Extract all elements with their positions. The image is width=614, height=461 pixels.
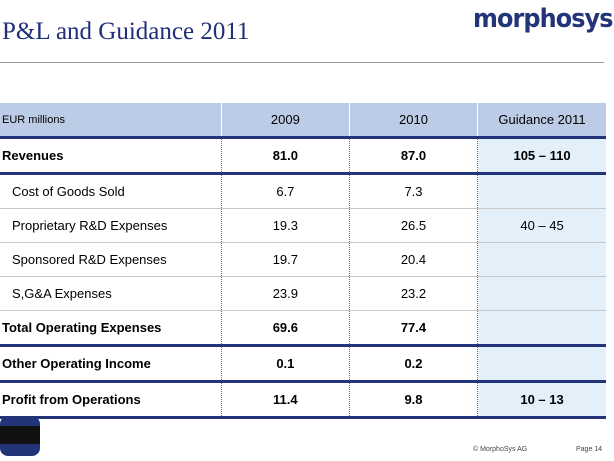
value-2010: 23.2 (348, 276, 478, 311)
pl-table: EUR millions 2009 2010 Guidance 2011 Rev… (0, 103, 606, 419)
header-guidance: Guidance 2011 (477, 103, 606, 139)
value-guidance (477, 345, 606, 382)
value-2010: 9.8 (348, 381, 478, 418)
table-row: Cost of Goods Sold 6.7 7.3 (0, 173, 606, 209)
value-guidance (477, 276, 606, 311)
value-2010: 77.4 (348, 310, 478, 346)
row-label: Other Operating Income (2, 356, 151, 371)
redaction-bar (0, 426, 40, 444)
morphosys-logo: morphosys (473, 4, 613, 34)
value-2009: 81.0 (220, 137, 350, 174)
table-row: Profit from Operations 11.4 9.8 10 – 13 (0, 381, 606, 418)
copyright: © MorphoSys AG (473, 446, 528, 453)
table-row: S,G&A Expenses 23.9 23.2 (0, 276, 606, 311)
value-guidance: 40 – 45 (477, 208, 606, 243)
value-2009: 0.1 (220, 345, 350, 382)
page-number: Page 14 (576, 446, 603, 453)
value-guidance (477, 173, 606, 209)
value-2010: 87.0 (348, 137, 478, 174)
table-row: Proprietary R&D Expenses 19.3 26.5 40 – 45 (0, 208, 606, 243)
value-guidance (477, 310, 606, 346)
header-unit: EUR millions (0, 103, 222, 139)
row-label: Profit from Operations (2, 392, 141, 407)
value-2010: 7.3 (348, 173, 478, 209)
value-guidance: 105 – 110 (477, 137, 606, 174)
table-header: EUR millions 2009 2010 Guidance 2011 (0, 103, 606, 139)
value-2009: 6.7 (220, 173, 350, 209)
row-label: Sponsored R&D Expenses (12, 252, 167, 267)
value-guidance (477, 242, 606, 277)
row-label: Proprietary R&D Expenses (12, 218, 168, 233)
value-2010: 0.2 (348, 345, 478, 382)
table-row: Other Operating Income 0.1 0.2 (0, 345, 606, 382)
header-2010: 2010 (348, 103, 478, 139)
value-2009: 19.7 (220, 242, 350, 277)
table-row: Sponsored R&D Expenses 19.7 20.4 (0, 242, 606, 277)
value-2009: 11.4 (220, 381, 350, 418)
row-label: S,G&A Expenses (12, 286, 112, 301)
table-row: Revenues 81.0 87.0 105 – 110 (0, 137, 606, 174)
header-2009: 2009 (220, 103, 350, 139)
value-2009: 23.9 (220, 276, 350, 311)
page-title: P&L and Guidance 2011 (2, 18, 250, 45)
value-2009: 69.6 (220, 310, 350, 346)
value-2010: 26.5 (348, 208, 478, 243)
title-divider (0, 62, 604, 63)
row-label: Cost of Goods Sold (12, 184, 125, 199)
table-row: Total Operating Expenses 69.6 77.4 (0, 310, 606, 346)
value-2010: 20.4 (348, 242, 478, 277)
value-2009: 19.3 (220, 208, 350, 243)
value-guidance: 10 – 13 (477, 381, 606, 418)
row-label: Total Operating Expenses (2, 320, 162, 335)
row-label: Revenues (2, 148, 64, 163)
